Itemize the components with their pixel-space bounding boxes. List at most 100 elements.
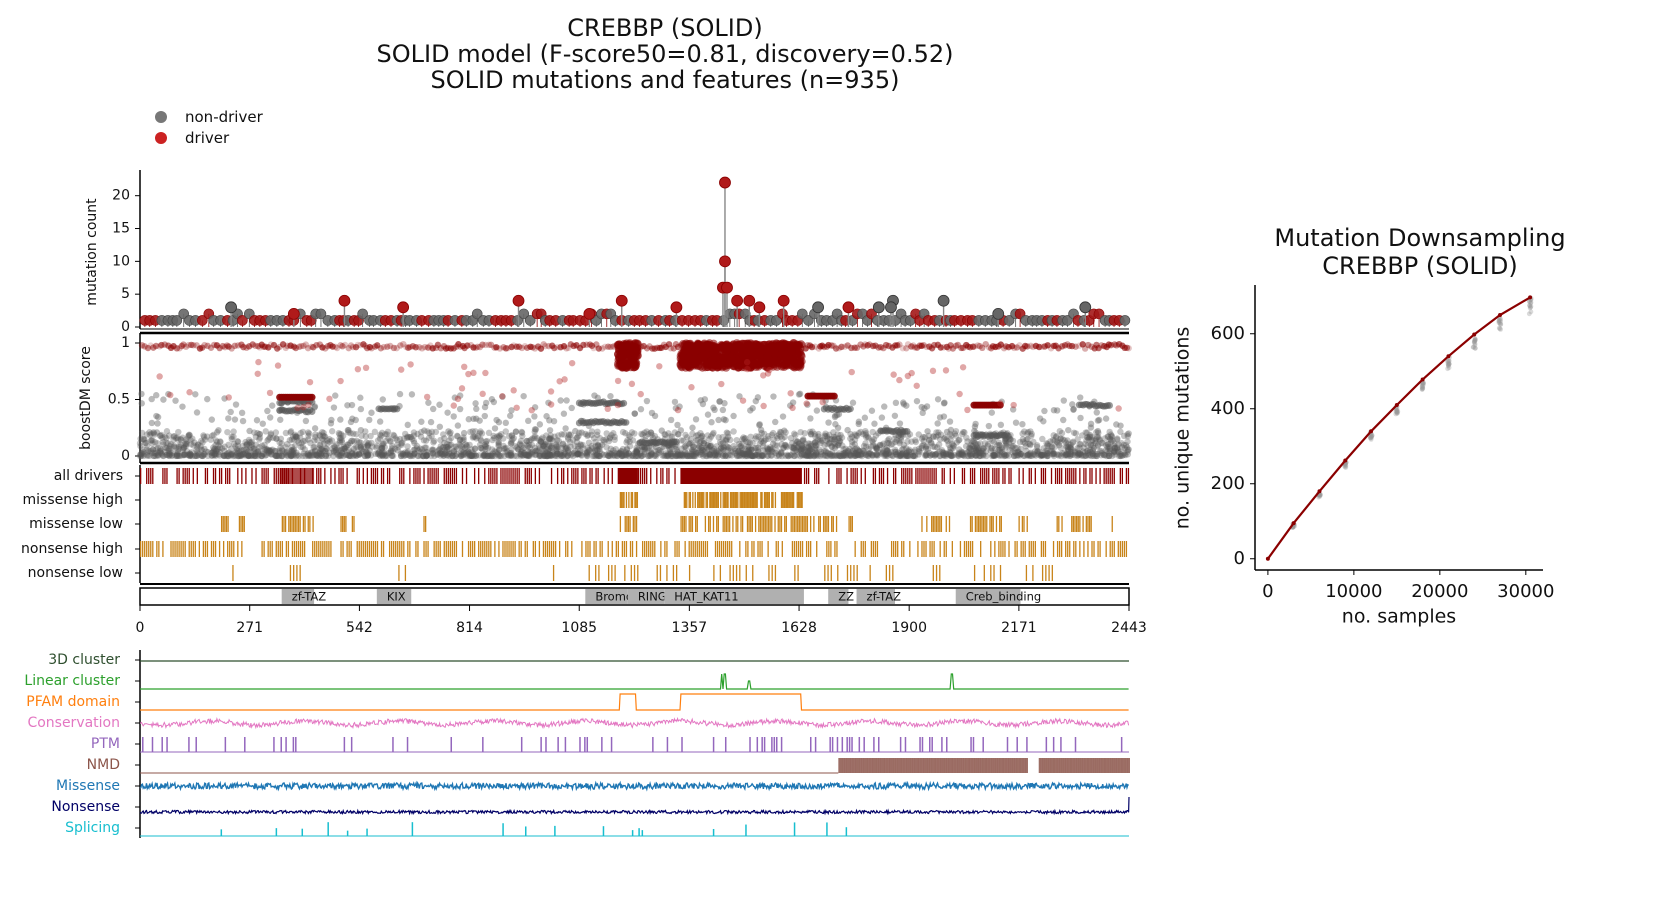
boostdm-point — [1030, 450, 1037, 458]
boostdm-point — [1089, 450, 1096, 457]
boostdm-point — [547, 452, 555, 459]
boostdm-point — [330, 449, 338, 456]
boostdm-point — [643, 397, 651, 405]
boostdm-point — [642, 433, 649, 440]
boostdm-point — [836, 452, 843, 460]
boostdm-point — [647, 451, 655, 458]
boostdm-point — [1087, 441, 1095, 449]
boostdm-point — [273, 435, 280, 442]
boostdm-point — [469, 434, 477, 441]
boostdm-point — [404, 449, 411, 456]
boostdm-point — [213, 446, 220, 453]
boostdm-point — [1032, 452, 1039, 459]
boostdm-point — [495, 432, 503, 439]
boostdm-point — [621, 451, 628, 459]
boostdm-point — [1077, 440, 1084, 448]
boostdm-point — [471, 445, 479, 452]
boostdm-point — [398, 440, 405, 447]
boostdm-point — [140, 452, 148, 460]
boostdm-point — [618, 452, 625, 460]
boostdm-point — [972, 447, 980, 454]
boostdm-point — [1082, 452, 1089, 459]
boostdm-point — [1033, 442, 1041, 449]
boostdm-driver-point — [255, 358, 262, 366]
boostdm-point — [337, 452, 344, 460]
boostdm-driver-point — [630, 363, 639, 372]
boostdm-point — [926, 449, 933, 457]
boostdm-point — [687, 435, 695, 443]
boostdm-point — [674, 421, 681, 429]
boostdm-point — [1111, 444, 1118, 452]
boostdm-band-point — [1004, 432, 1012, 440]
boostdm-point — [574, 445, 582, 452]
lollipop-point — [1093, 308, 1105, 320]
boostdm-point — [563, 397, 570, 404]
boostdm-point — [149, 440, 156, 447]
boostdm-point — [364, 442, 371, 449]
track-bar — [334, 468, 336, 484]
boostdm-point — [956, 450, 963, 458]
boostdm-driver-point — [913, 382, 920, 389]
boostdm-point — [501, 452, 508, 460]
boostdm-driver-point — [718, 380, 725, 388]
boostdm-point — [172, 444, 180, 451]
boostdm-point — [753, 444, 760, 452]
boostdm-point — [232, 452, 239, 460]
boostdm-point — [747, 452, 754, 460]
boostdm-point — [614, 452, 621, 460]
boostdm-driver-point — [964, 406, 971, 414]
boostdm-point — [198, 446, 205, 453]
boostdm-point — [460, 451, 467, 458]
boostdm-point — [807, 415, 814, 422]
boostdm-point — [267, 451, 275, 458]
track-bar — [510, 468, 512, 484]
boostdm-point — [583, 449, 591, 456]
boostdm-point — [821, 452, 829, 459]
boostdm-point — [173, 452, 181, 460]
track-bar — [245, 468, 247, 484]
boostdm-point — [212, 437, 220, 444]
boostdm-point — [175, 428, 182, 436]
boostdm-driver-point — [929, 367, 937, 375]
boostdm-point — [192, 452, 199, 460]
track-bar — [506, 468, 508, 484]
boostdm-point — [290, 446, 297, 453]
boostdm-point — [782, 452, 789, 460]
boostdm-point — [531, 434, 538, 442]
boostdm-point — [812, 439, 819, 446]
boostdm-point — [698, 450, 705, 457]
boostdm-driver-point — [513, 404, 520, 411]
boostdm-point — [456, 405, 464, 413]
lollipop-peak-point — [777, 294, 790, 307]
boostdm-point — [544, 452, 551, 460]
boostdm-point — [860, 442, 868, 450]
boostdm-point — [785, 452, 792, 460]
boostdm-point — [707, 442, 715, 449]
boostdm-point — [383, 431, 391, 438]
boostdm-point — [689, 452, 697, 459]
track-bar — [358, 468, 360, 484]
track-bar — [225, 468, 227, 484]
boostdm-point — [450, 413, 457, 420]
downsampling-title-2: CREBBP (SOLID) — [1322, 252, 1518, 280]
boostdm-point — [964, 452, 971, 460]
boostdm-point — [288, 447, 295, 454]
boostdm-point — [745, 449, 753, 456]
boostdm-point — [559, 441, 566, 448]
boostdm-point — [979, 445, 986, 452]
track-bar — [567, 468, 569, 484]
boostdm-point — [453, 451, 460, 458]
boostdm-point — [795, 391, 803, 398]
boostdm-point — [276, 447, 283, 454]
boostdm-driver-point — [294, 404, 301, 412]
boostdm-point — [318, 446, 325, 453]
boostdm-point — [440, 450, 448, 458]
track-bar — [356, 468, 358, 484]
boostdm-point — [780, 444, 787, 452]
boostdm-point — [935, 441, 943, 448]
lollipop-peak-point — [338, 294, 351, 307]
boostdm-point — [759, 452, 766, 459]
boostdm-point — [235, 452, 243, 460]
boostdm-point — [544, 447, 552, 454]
boostdm-point — [840, 445, 847, 453]
